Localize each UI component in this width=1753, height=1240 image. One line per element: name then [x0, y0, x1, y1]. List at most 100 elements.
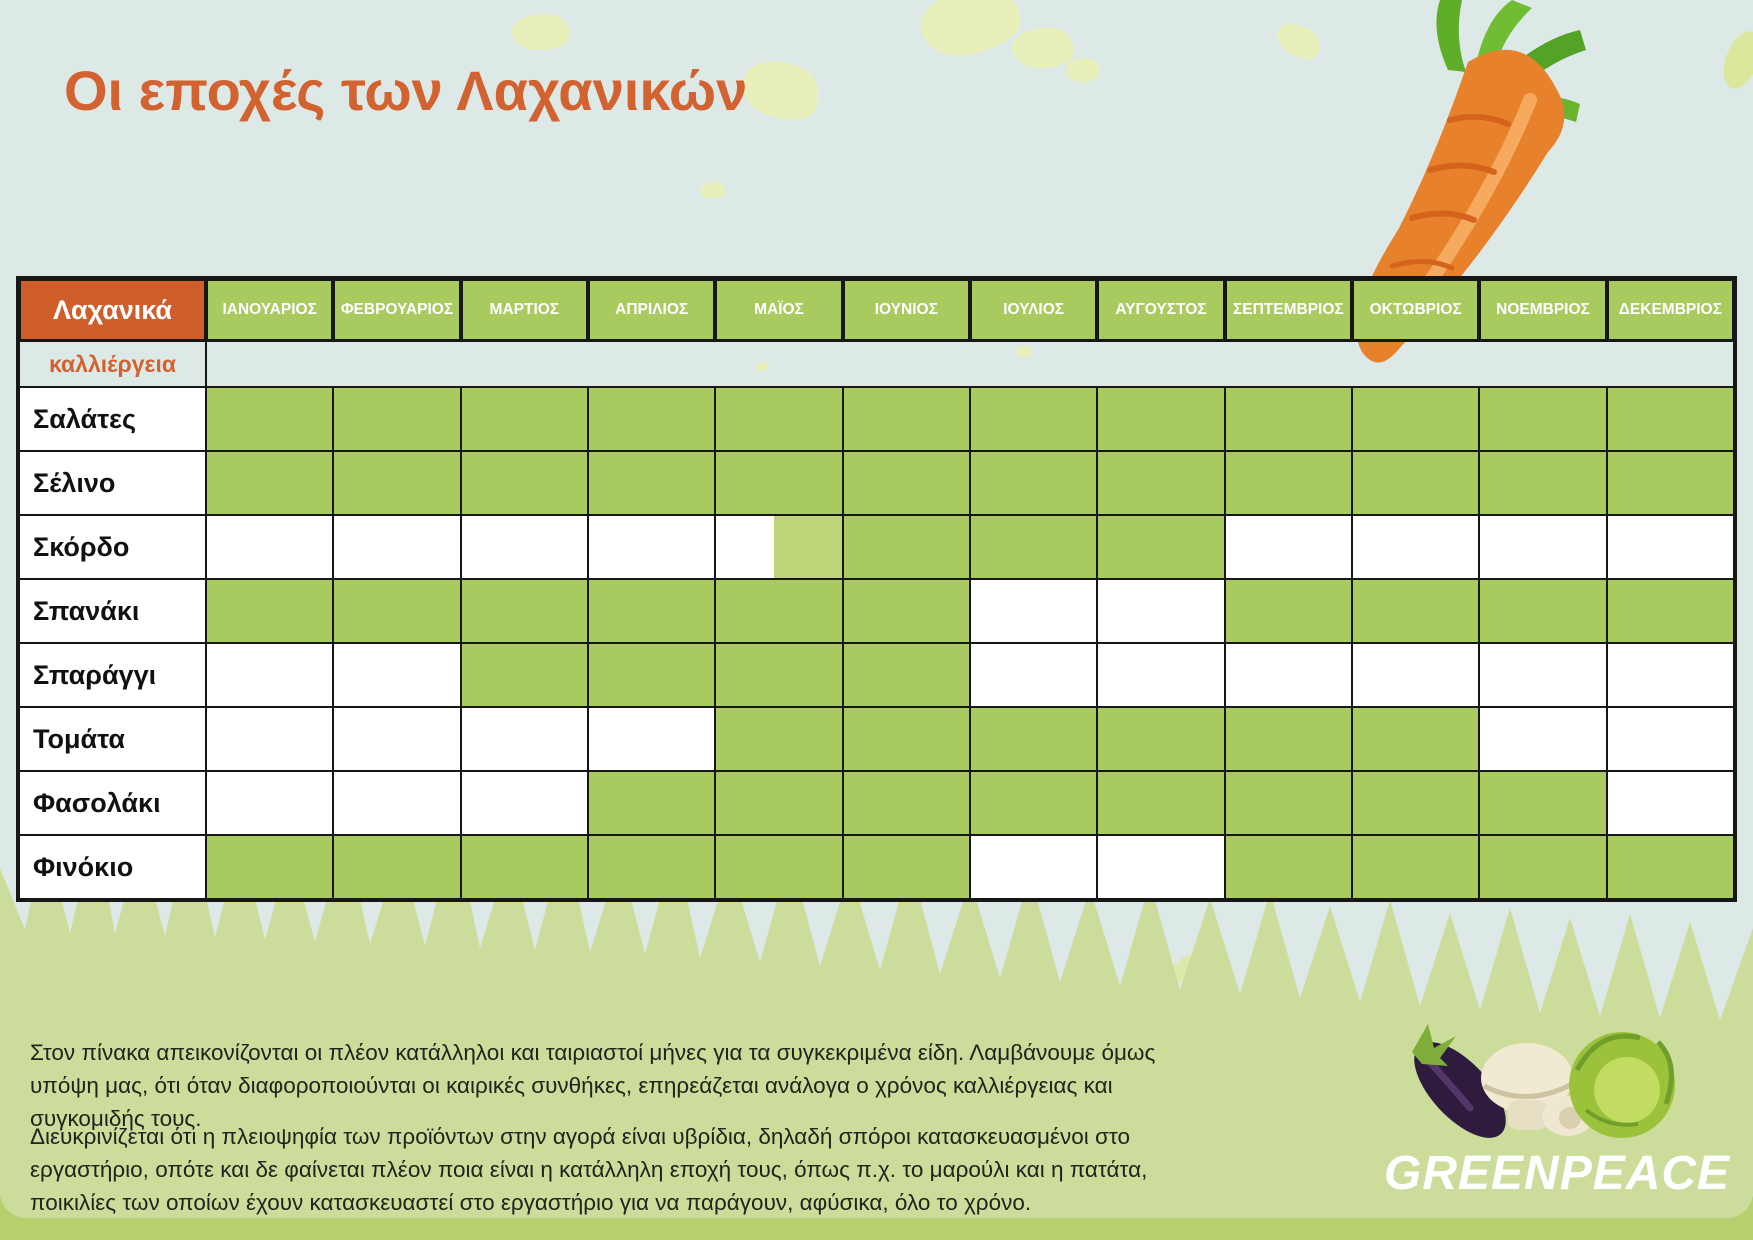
- veg-label-7: Φασολάκι: [19, 771, 206, 835]
- season-cell-r3-c5: [715, 515, 843, 579]
- month-header-8: ΑΥΓΟΥΣΤΟΣ: [1097, 279, 1225, 341]
- cultivation-span: [206, 341, 1734, 387]
- page-title: Οι εποχές των Λαχανικών: [64, 59, 748, 122]
- month-header-6: ΙΟΥΝΙΟΣ: [842, 279, 970, 341]
- season-cell-r5-c10: [1352, 643, 1480, 707]
- season-cell-r8-c9: [1224, 835, 1352, 899]
- season-cell-r6-c2: [333, 707, 461, 771]
- season-cell-r5-c9: [1224, 643, 1352, 707]
- month-header-4: ΑΠΡΙΛΙΟΣ: [588, 279, 716, 341]
- season-cell-r7-c5: [715, 771, 843, 835]
- season-cell-r1-c4: [588, 387, 716, 451]
- season-cell-r8-c12: [1606, 835, 1734, 899]
- season-cell-r7-c2: [333, 771, 461, 835]
- season-cell-r4-c1: [206, 579, 334, 643]
- season-cell-r7-c11: [1479, 771, 1607, 835]
- month-header-9: ΣΕΠΤΕΜΒΡΙΟΣ: [1224, 279, 1352, 341]
- season-cell-r4-c11: [1479, 579, 1607, 643]
- season-cell-r6-c11: [1479, 707, 1607, 771]
- veg-label-6: Τομάτα: [19, 707, 206, 771]
- season-cell-r2-c1: [206, 451, 334, 515]
- season-cell-r8-c10: [1352, 835, 1480, 899]
- season-cell-r3-c8: [1097, 515, 1225, 579]
- season-cell-r7-c3: [460, 771, 588, 835]
- season-cell-r3-c1: [206, 515, 334, 579]
- season-cell-r7-c4: [588, 771, 716, 835]
- season-cell-r3-c7: [970, 515, 1098, 579]
- season-cell-r4-c10: [1352, 579, 1480, 643]
- season-cell-r1-c7: [970, 387, 1098, 451]
- veg-label-8: Φινόκιο: [19, 835, 206, 899]
- footnote-1: Στον πίνακα απεικονίζονται οι πλέον κατά…: [30, 1040, 1156, 1131]
- season-cell-r6-c1: [206, 707, 334, 771]
- season-cell-r7-c9: [1224, 771, 1352, 835]
- decorative-blob: [700, 182, 726, 198]
- season-cell-r1-c10: [1352, 387, 1480, 451]
- season-cell-r5-c8: [1097, 643, 1225, 707]
- footnote-2: Διευκρινίζεται ότι η πλειοψηφία των προϊ…: [30, 1124, 1148, 1215]
- season-cell-r3-c12: [1606, 515, 1734, 579]
- grass-silhouette: [0, 824, 1753, 1033]
- month-header-7: ΙΟΥΛΙΟΣ: [970, 279, 1098, 341]
- season-cell-r6-c10: [1352, 707, 1480, 771]
- decorative-blob: [512, 14, 570, 50]
- season-cell-r4-c5: [715, 579, 843, 643]
- season-cell-r6-c5: [715, 707, 843, 771]
- season-cell-r1-c6: [842, 387, 970, 451]
- lettuce-icon: [1569, 1032, 1675, 1138]
- cultivation-label: καλλιέργεια: [19, 341, 206, 387]
- season-cell-r7-c1: [206, 771, 334, 835]
- season-cell-r8-c11: [1479, 835, 1607, 899]
- season-cell-r4-c6: [842, 579, 970, 643]
- month-header-11: ΝΟΕΜΒΡΙΟΣ: [1479, 279, 1607, 341]
- season-cell-r7-c10: [1352, 771, 1480, 835]
- season-cell-r5-c12: [1606, 643, 1734, 707]
- season-cell-r1-c2: [333, 387, 461, 451]
- month-header-12: ΔΕΚΕΜΒΡΙΟΣ: [1606, 279, 1734, 341]
- season-cell-r4-c2: [333, 579, 461, 643]
- season-cell-r3-c2: [333, 515, 461, 579]
- month-header-5: ΜΑΪΟΣ: [715, 279, 843, 341]
- season-cell-r1-c5: [715, 387, 843, 451]
- season-cell-r5-c3: [460, 643, 588, 707]
- season-cell-r5-c7: [970, 643, 1098, 707]
- season-cell-r3-c10: [1352, 515, 1480, 579]
- logo-vegetables: [1412, 1024, 1675, 1138]
- season-cell-r7-c12: [1606, 771, 1734, 835]
- decorative-blob: [1016, 346, 1032, 357]
- decorative-blob: [756, 362, 768, 371]
- season-cell-r5-c11: [1479, 643, 1607, 707]
- greenpeace-logo: GREENPEACE: [1384, 1147, 1731, 1200]
- season-cell-r2-c2: [333, 451, 461, 515]
- season-cell-r4-c7: [970, 579, 1098, 643]
- season-cell-r2-c10: [1352, 451, 1480, 515]
- veg-label-3: Σκόρδο: [19, 515, 206, 579]
- season-cell-r3-c11: [1479, 515, 1607, 579]
- table-corner-label: Λαχανικά: [19, 279, 206, 341]
- season-cell-r6-c9: [1224, 707, 1352, 771]
- season-cell-r1-c1: [206, 387, 334, 451]
- season-cell-r5-c2: [333, 643, 461, 707]
- season-cell-r6-c7: [970, 707, 1098, 771]
- season-cell-r3-c3: [460, 515, 588, 579]
- season-cell-r3-c6: [842, 515, 970, 579]
- season-cell-r5-c5: [715, 643, 843, 707]
- season-cell-r1-c12: [1606, 387, 1734, 451]
- season-cell-r4-c12: [1606, 579, 1734, 643]
- season-cell-r8-c1: [206, 835, 334, 899]
- season-cell-r3-c4: [588, 515, 716, 579]
- season-cell-r6-c4: [588, 707, 716, 771]
- season-cell-r5-c1: [206, 643, 334, 707]
- season-cell-r7-c8: [1097, 771, 1225, 835]
- season-cell-r7-c6: [842, 771, 970, 835]
- season-cell-r8-c7: [970, 835, 1098, 899]
- season-cell-r8-c8: [1097, 835, 1225, 899]
- season-cell-r3-c9: [1224, 515, 1352, 579]
- season-cell-r2-c7: [970, 451, 1098, 515]
- season-cell-r1-c11: [1479, 387, 1607, 451]
- decorative-blob: [1066, 58, 1100, 82]
- season-cell-r6-c3: [460, 707, 588, 771]
- veg-label-4: Σπανάκι: [19, 579, 206, 643]
- season-cell-r6-c6: [842, 707, 970, 771]
